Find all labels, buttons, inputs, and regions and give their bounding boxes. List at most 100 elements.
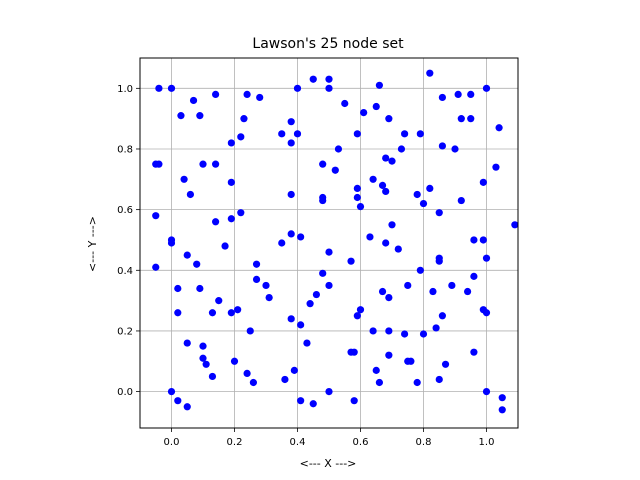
data-point	[243, 90, 251, 98]
x-tick-label: 0.6	[353, 437, 369, 448]
data-point	[385, 293, 393, 302]
data-point	[278, 130, 286, 138]
data-point	[265, 293, 273, 302]
x-tick-label: 0.4	[290, 437, 306, 448]
data-point	[353, 312, 361, 320]
chart-title: Lawson's 25 node set	[252, 36, 404, 52]
data-point	[287, 190, 295, 199]
data-point	[183, 339, 191, 347]
data-point	[378, 287, 387, 296]
data-point	[353, 193, 361, 202]
data-point	[435, 375, 443, 384]
data-point	[230, 357, 239, 365]
data-point	[470, 272, 478, 280]
data-point	[252, 260, 261, 268]
data-point	[372, 366, 380, 374]
data-point	[416, 130, 424, 138]
data-point	[438, 312, 446, 320]
y-tick-label: 0.6	[117, 205, 133, 216]
data-point	[252, 275, 261, 283]
data-point	[375, 81, 383, 89]
data-point	[221, 242, 229, 250]
data-point	[212, 160, 220, 168]
data-point	[419, 199, 428, 208]
data-point	[287, 230, 295, 238]
data-point	[404, 281, 412, 290]
data-point	[208, 309, 217, 317]
data-point	[227, 139, 235, 147]
data-point	[306, 300, 314, 308]
data-point	[438, 142, 446, 150]
data-point	[249, 378, 257, 387]
data-point	[356, 306, 365, 314]
data-point	[385, 351, 393, 359]
data-point	[467, 90, 475, 98]
data-point	[482, 309, 491, 317]
data-point	[401, 330, 409, 338]
data-point	[325, 75, 333, 83]
data-point	[479, 178, 487, 186]
data-point	[312, 290, 320, 299]
data-point	[467, 115, 475, 123]
data-point	[353, 184, 361, 193]
data-point	[193, 260, 201, 268]
y-tick-label: 1.0	[117, 84, 133, 95]
data-point	[382, 154, 390, 162]
data-point	[180, 175, 188, 183]
y-axis-label: <--- Y --->	[86, 216, 99, 272]
data-point	[511, 221, 519, 229]
data-point	[215, 297, 223, 305]
y-tick-label: 0.8	[117, 144, 133, 155]
data-point	[454, 90, 462, 98]
data-point	[199, 354, 207, 362]
data-point	[482, 388, 491, 396]
data-point	[196, 112, 204, 120]
data-point	[382, 239, 390, 247]
data-point	[375, 378, 383, 387]
data-point	[212, 90, 220, 98]
data-point	[297, 321, 305, 329]
data-point	[369, 175, 377, 183]
data-point	[385, 327, 393, 335]
data-point	[199, 160, 207, 168]
data-point	[293, 130, 302, 138]
data-point	[492, 163, 500, 171]
data-point	[297, 397, 305, 405]
x-tick-label: 0.8	[416, 437, 432, 448]
data-point	[435, 254, 443, 262]
data-point	[199, 342, 207, 350]
data-point	[366, 233, 374, 241]
data-point	[237, 133, 245, 141]
data-point	[256, 93, 264, 102]
data-point	[385, 115, 393, 123]
data-point	[183, 251, 191, 259]
data-point	[397, 145, 406, 153]
data-point	[309, 400, 317, 408]
data-point	[394, 245, 402, 253]
data-point	[470, 236, 478, 244]
data-point	[246, 327, 254, 335]
data-point	[334, 145, 343, 153]
data-point	[457, 196, 465, 205]
data-point	[448, 281, 456, 290]
data-point	[319, 269, 327, 277]
data-point	[369, 327, 377, 335]
data-point	[413, 378, 421, 387]
data-point	[167, 388, 176, 396]
data-point	[419, 330, 428, 338]
data-point	[183, 403, 191, 411]
plot-area	[140, 58, 518, 428]
data-point	[341, 99, 349, 108]
data-point	[234, 306, 242, 314]
data-point	[293, 84, 302, 92]
data-point	[432, 324, 440, 332]
data-point	[435, 209, 443, 217]
plot-frame	[139, 57, 519, 429]
data-point	[237, 209, 245, 217]
data-point	[438, 93, 446, 102]
data-point	[303, 339, 311, 347]
data-point	[426, 184, 434, 193]
data-point	[177, 112, 185, 120]
data-point	[155, 84, 163, 92]
y-tick-label: 0.0	[117, 387, 133, 398]
